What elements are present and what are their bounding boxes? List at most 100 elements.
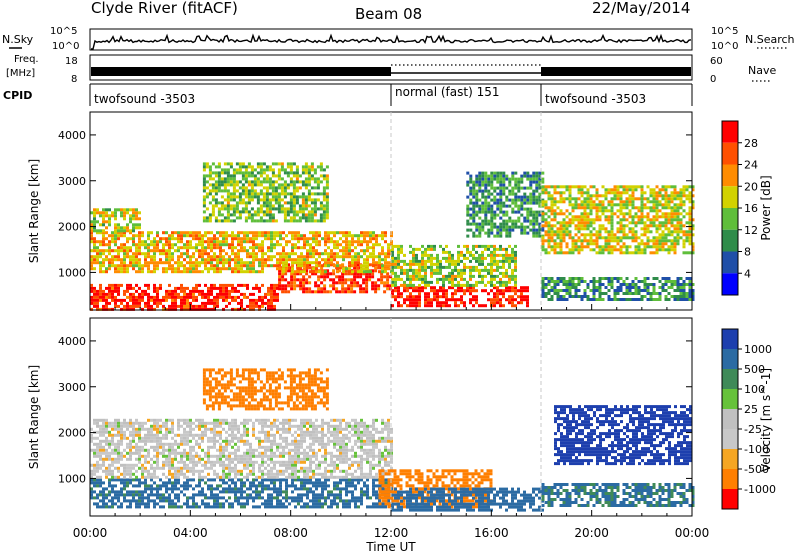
heatmap-cell-velocity-0 [156, 496, 159, 500]
heatmap-cell-power-8 [550, 289, 554, 292]
heatmap-cell-power-4 [325, 180, 329, 184]
heatmap-cell-power-3 [99, 229, 102, 233]
heatmap-cell-power-7 [493, 189, 497, 193]
heatmap-cell-power-6 [394, 265, 397, 269]
heatmap-cell-power-2 [96, 246, 99, 250]
heatmap-cell-power-4 [310, 213, 314, 217]
heatmap-cell-power-6 [430, 271, 433, 275]
heatmap-cell-power-9 [601, 206, 605, 210]
heatmap-cell-power-6 [490, 277, 493, 281]
heatmap-cell-power-8 [601, 277, 605, 280]
heatmap-cell-power-5 [463, 301, 466, 305]
heatmap-cell-velocity-0 [153, 499, 156, 503]
heatmap-cell-power-9 [661, 245, 665, 249]
heatmap-cell-power-9 [619, 221, 623, 225]
heatmap-cell-power-7 [472, 189, 476, 193]
heatmap-cell-power-7 [541, 171, 545, 175]
heatmap-cell-power-4 [235, 168, 239, 172]
heatmap-cell-power-2 [258, 246, 261, 250]
heatmap-cell-power-5 [463, 292, 466, 296]
heatmap-cell-power-5 [511, 298, 514, 302]
heatmap-cell-power-4 [265, 210, 269, 214]
heatmap-cell-power-9 [616, 203, 620, 207]
heatmap-cell-power-2 [213, 255, 216, 259]
heatmap-cell-power-6 [415, 253, 418, 257]
heatmap-cell-power-4 [235, 195, 239, 199]
heatmap-cell-power-2 [384, 264, 387, 268]
heatmap-cell-power-7 [469, 186, 473, 190]
heatmap-cell-power-0 [93, 304, 96, 308]
heatmap-cell-power-2 [381, 264, 384, 268]
heatmap-cell-power-9 [649, 245, 653, 249]
heatmap-cell-power-4 [259, 189, 263, 193]
heatmap-cell-velocity-0 [240, 496, 243, 500]
heatmap-cell-power-9 [616, 215, 620, 219]
heatmap-cell-power-2 [135, 243, 138, 247]
heatmap-cell-power-2 [219, 270, 222, 274]
heatmap-cell-velocity-0 [234, 499, 237, 503]
heatmap-cell-velocity-0 [261, 496, 264, 500]
heatmap-cell-power-4 [217, 162, 221, 166]
heatmap-cell-power-7 [481, 174, 485, 178]
heatmap-cell-power-2 [240, 258, 243, 262]
heatmap-cell-power-7 [472, 201, 476, 205]
heatmap-cell-power-5 [430, 301, 433, 305]
heatmap-cell-power-7 [511, 201, 515, 205]
heatmap-cell-power-6 [511, 259, 514, 263]
heatmap-cell-power-8 [604, 286, 608, 289]
heatmap-cell-power-7 [478, 225, 482, 229]
heatmap-cell-velocity-0 [324, 496, 327, 500]
heatmap-cell-power-8 [646, 277, 650, 280]
heatmap-cell-power-2 [195, 234, 198, 238]
heatmap-cell-power-7 [472, 216, 476, 220]
heatmap-cell-power-4 [217, 219, 221, 223]
heatmap-cell-power-1 [374, 269, 378, 273]
heatmap-cell-power-4 [322, 210, 326, 214]
heatmap-cell-power-9 [655, 239, 659, 243]
heatmap-cell-power-2 [123, 249, 126, 253]
heatmap-cell-power-9 [601, 209, 605, 213]
heatmap-cell-power-4 [211, 195, 215, 199]
heatmap-cell-power-2 [177, 267, 180, 271]
heatmap-cell-power-8 [562, 295, 566, 298]
heatmap-cell-power-8 [643, 286, 647, 289]
heatmap-cell-power-6 [430, 268, 433, 272]
heatmap-cell-power-6 [469, 271, 472, 275]
heatmap-cell-power-4 [256, 219, 260, 223]
heatmap-cell-power-2 [219, 243, 222, 247]
heatmap-cell-power-1 [338, 275, 342, 279]
heatmap-cell-power-9 [664, 212, 668, 216]
heatmap-cell-velocity-0 [228, 487, 231, 491]
heatmap-cell-power-8 [565, 292, 569, 295]
heatmap-cell-power-4 [256, 177, 260, 181]
heatmap-cell-power-2 [270, 240, 273, 244]
heatmap-cell-power-4 [274, 219, 278, 223]
heatmap-cell-power-5 [463, 304, 466, 308]
heatmap-cell-power-6 [424, 283, 427, 287]
heatmap-cell-power-7 [469, 213, 473, 217]
heatmap-cell-power-4 [283, 195, 287, 199]
heatmap-cell-power-9 [580, 185, 584, 189]
heatmap-cell-velocity-0 [102, 496, 105, 500]
heatmap-cell-power-4 [238, 195, 242, 199]
heatmap-cell-power-2 [177, 255, 180, 259]
heatmap-cell-power-9 [583, 203, 587, 207]
heatmap-cell-power-4 [322, 192, 326, 196]
heatmap-cell-power-2 [219, 240, 222, 244]
heatmap-cell-power-6 [400, 265, 403, 269]
heatmap-cell-power-2 [354, 261, 357, 265]
heatmap-cell-power-6 [445, 250, 448, 254]
heatmap-cell-power-3 [138, 217, 141, 221]
heatmap-cell-velocity-0 [168, 478, 171, 482]
heatmap-cell-power-4 [265, 165, 269, 169]
heatmap-cell-power-9 [547, 209, 551, 213]
heatmap-cell-power-0 [222, 307, 225, 311]
heatmap-cell-power-6 [469, 265, 472, 269]
heatmap-cell-power-0 [261, 283, 264, 287]
heatmap-cell-power-4 [307, 180, 311, 184]
heatmap-cell-power-0 [249, 292, 252, 296]
heatmap-cell-power-7 [484, 198, 488, 202]
heatmap-cell-velocity-0 [129, 478, 132, 482]
heatmap-cell-power-2 [252, 267, 255, 271]
heatmap-cell-power-2 [207, 240, 210, 244]
